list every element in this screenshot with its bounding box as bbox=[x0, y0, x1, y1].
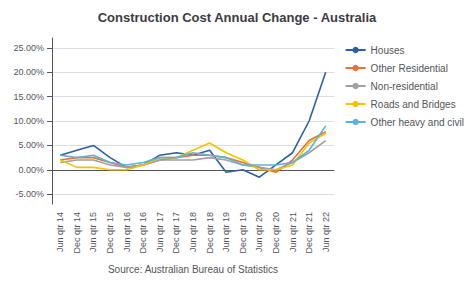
svg-text:Non-residential: Non-residential bbox=[371, 81, 438, 92]
svg-text:Jun qtr 17: Jun qtr 17 bbox=[155, 212, 165, 252]
svg-text:Jun qtr 21: Jun qtr 21 bbox=[288, 212, 298, 252]
svg-text:-5.00%: -5.00% bbox=[15, 189, 44, 199]
svg-text:Dec qtr 16: Dec qtr 16 bbox=[138, 212, 148, 254]
svg-text:15.00%: 15.00% bbox=[13, 92, 44, 102]
svg-text:Dec qtr 14: Dec qtr 14 bbox=[72, 212, 82, 254]
svg-text:10.00%: 10.00% bbox=[13, 116, 44, 126]
svg-text:Houses: Houses bbox=[371, 45, 405, 56]
svg-text:Dec qtr 17: Dec qtr 17 bbox=[171, 212, 181, 254]
svg-text:Jun qtr 22: Jun qtr 22 bbox=[321, 212, 331, 252]
svg-text:Jun qtr 18: Jun qtr 18 bbox=[188, 212, 198, 252]
svg-text:Source: Australian Bureau of S: Source: Australian Bureau of Statistics bbox=[108, 264, 278, 275]
svg-text:5.00%: 5.00% bbox=[18, 140, 44, 150]
svg-text:Dec qtr 18: Dec qtr 18 bbox=[205, 212, 215, 254]
svg-text:Dec qtr 15: Dec qtr 15 bbox=[105, 212, 115, 254]
svg-text:Jun qtr 19: Jun qtr 19 bbox=[221, 212, 231, 252]
svg-text:Dec qtr 21: Dec qtr 21 bbox=[304, 212, 314, 254]
svg-text:Jun qtr 16: Jun qtr 16 bbox=[122, 212, 132, 252]
svg-text:Other heavy and civil: Other heavy and civil bbox=[371, 117, 464, 128]
svg-text:Dec qtr 19: Dec qtr 19 bbox=[238, 212, 248, 254]
svg-text:Jun qtr 14: Jun qtr 14 bbox=[55, 212, 65, 252]
svg-text:Construction Cost Annual Chang: Construction Cost Annual Change - Austra… bbox=[98, 10, 377, 25]
svg-text:20.00%: 20.00% bbox=[13, 67, 44, 77]
svg-text:Roads and Bridges: Roads and Bridges bbox=[371, 99, 456, 110]
svg-text:Jun qtr 15: Jun qtr 15 bbox=[88, 212, 98, 252]
svg-text:Other Residential: Other Residential bbox=[371, 63, 448, 74]
svg-text:Jun qtr 20: Jun qtr 20 bbox=[254, 212, 264, 252]
svg-text:25.00%: 25.00% bbox=[13, 43, 44, 53]
svg-text:0.00%: 0.00% bbox=[18, 165, 44, 175]
svg-text:Dec qtr 20: Dec qtr 20 bbox=[271, 212, 281, 254]
